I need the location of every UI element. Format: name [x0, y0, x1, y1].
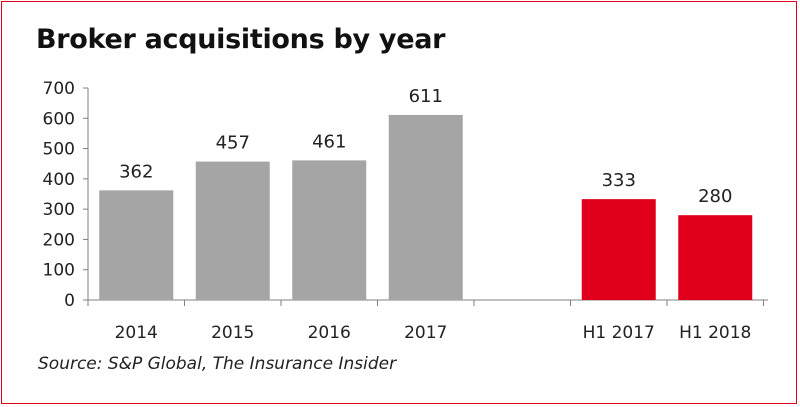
y-tick-label: 200	[43, 230, 75, 250]
y-tick-label: 100	[43, 261, 75, 281]
x-tick-label: 2017	[404, 323, 447, 343]
bar	[195, 161, 270, 300]
y-tick-label: 500	[43, 140, 75, 160]
chart-title: Broker acquisitions by year	[36, 24, 446, 55]
bar	[99, 190, 174, 300]
data-label: 333	[602, 170, 636, 191]
source-note: Source: S&P Global, The Insurance Inside…	[38, 354, 397, 374]
y-tick-label: 0	[64, 291, 75, 311]
data-label: 611	[409, 86, 443, 107]
data-label: 461	[312, 131, 346, 152]
x-tick-label: 2015	[211, 323, 254, 343]
x-tick-label: 2016	[308, 323, 351, 343]
data-label: 362	[119, 161, 153, 182]
x-tick-label: H1 2017	[583, 323, 655, 343]
data-label: 457	[216, 133, 250, 154]
y-tick-label: 700	[43, 79, 75, 99]
bar	[292, 160, 367, 300]
x-tick-label: H1 2018	[679, 323, 751, 343]
y-tick-label: 300	[43, 200, 75, 220]
bar	[581, 199, 656, 300]
bar	[388, 114, 463, 300]
bar	[678, 215, 753, 300]
data-label: 280	[698, 186, 732, 207]
y-tick-label: 400	[43, 170, 75, 190]
x-tick-label: 2014	[115, 323, 158, 343]
y-tick-label: 600	[43, 109, 75, 129]
